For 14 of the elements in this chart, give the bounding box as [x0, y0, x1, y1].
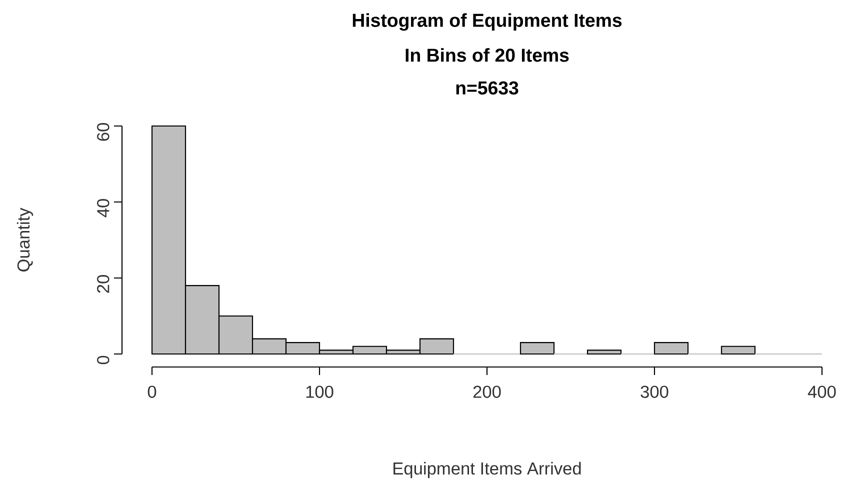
chart-title: Histogram of Equipment Items — [352, 13, 622, 31]
x-tick-label: 0 — [148, 386, 156, 398]
y-tick-label: 60 — [97, 123, 110, 141]
y-tick-label: 40 — [97, 199, 110, 218]
x-tick-label: 200 — [473, 386, 501, 398]
y-axis-title: Quantity — [16, 208, 34, 272]
x-axis-title: Equipment Items Arrived — [394, 462, 581, 478]
x-tick-label: 100 — [306, 386, 334, 398]
x-tick-label: 400 — [808, 386, 836, 398]
x-tick-label: 300 — [640, 386, 668, 398]
chart-subtitle: In Bins of 20 Items — [406, 48, 569, 62]
y-tick-label: 0 — [97, 356, 110, 364]
y-tick-label: 20 — [97, 275, 110, 293]
text: n=5633 — [456, 81, 518, 95]
